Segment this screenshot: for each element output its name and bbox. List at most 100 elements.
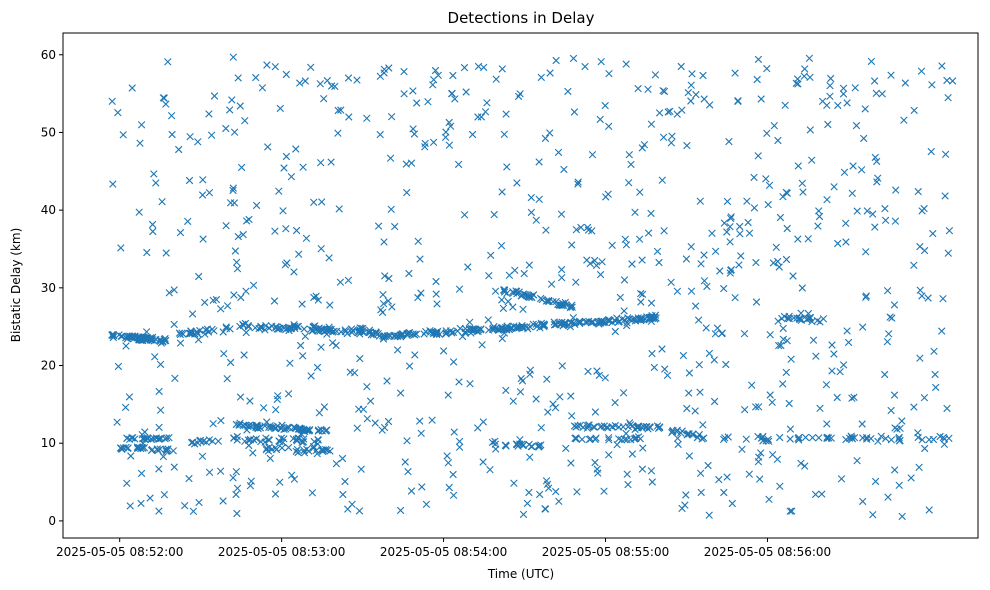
detection-point xyxy=(572,423,580,431)
detection-point xyxy=(435,330,444,338)
detection-point xyxy=(431,66,440,75)
detection-point xyxy=(293,322,301,331)
detection-point xyxy=(449,470,457,479)
detection-point xyxy=(377,306,385,314)
detection-point xyxy=(296,341,305,350)
detection-point xyxy=(318,198,326,206)
detection-point xyxy=(726,238,734,246)
detection-point xyxy=(639,444,647,452)
detection-point xyxy=(754,55,763,64)
detection-point xyxy=(666,107,674,115)
detection-point xyxy=(700,251,708,259)
detection-point xyxy=(217,305,225,313)
y-axis-label: Bistatic Delay (km) xyxy=(9,228,23,343)
detection-point xyxy=(271,490,280,498)
detection-point xyxy=(344,276,353,284)
detection-point xyxy=(634,433,643,441)
detection-point xyxy=(148,333,157,341)
detection-point xyxy=(302,234,311,242)
detection-point xyxy=(625,419,634,427)
detection-point xyxy=(696,469,705,477)
detection-point xyxy=(798,284,806,292)
detection-point xyxy=(779,335,788,343)
detection-point xyxy=(363,383,371,391)
x-tick-label: 2025-05-05 08:53:00 xyxy=(218,545,345,559)
detection-point xyxy=(339,490,347,499)
detection-point xyxy=(237,293,245,302)
detection-point xyxy=(881,216,890,224)
detection-point xyxy=(567,392,575,400)
detection-point xyxy=(765,437,773,445)
detection-point xyxy=(479,458,487,466)
detection-point xyxy=(510,479,518,487)
detection-point xyxy=(785,399,793,408)
detection-point xyxy=(353,424,361,432)
detection-point xyxy=(723,228,731,236)
detection-point xyxy=(597,422,606,430)
detection-point xyxy=(786,507,794,515)
detection-point xyxy=(862,248,870,256)
detection-point xyxy=(782,255,791,264)
detection-point xyxy=(448,329,456,337)
detection-point xyxy=(500,288,509,296)
detection-point xyxy=(587,319,596,327)
detection-point xyxy=(585,421,593,429)
y-tick-label: 50 xyxy=(41,125,56,139)
detection-point xyxy=(775,341,783,350)
detection-point xyxy=(460,63,469,72)
detection-point xyxy=(595,371,603,380)
detection-point xyxy=(236,393,245,401)
detection-point xyxy=(295,250,303,258)
detection-point xyxy=(550,318,558,326)
detection-point xyxy=(155,423,163,432)
detection-point xyxy=(198,452,207,460)
detection-point xyxy=(198,191,207,199)
detection-point xyxy=(887,71,895,79)
detection-point xyxy=(789,272,797,280)
detection-point xyxy=(910,106,918,115)
detection-point xyxy=(628,260,636,268)
detection-point xyxy=(754,403,763,411)
detection-point xyxy=(604,434,613,442)
detection-point xyxy=(194,336,203,344)
detection-point xyxy=(647,209,655,218)
detection-point xyxy=(583,256,591,264)
detection-point xyxy=(401,458,409,466)
detection-point xyxy=(622,60,630,68)
detection-point xyxy=(898,512,906,521)
detection-point xyxy=(827,74,835,83)
detection-point xyxy=(228,96,236,104)
detection-point xyxy=(853,457,861,465)
detection-point xyxy=(881,204,889,213)
detection-point xyxy=(568,412,576,420)
detection-point xyxy=(317,159,325,167)
detection-point xyxy=(117,332,125,340)
detection-point xyxy=(357,465,365,473)
detection-point xyxy=(596,270,605,279)
detection-point xyxy=(126,502,134,510)
detection-point xyxy=(205,189,214,197)
detection-point xyxy=(536,442,544,450)
detection-point xyxy=(834,239,842,248)
detection-point xyxy=(226,325,234,333)
detection-point xyxy=(313,450,321,458)
detection-point xyxy=(631,317,640,325)
detection-point xyxy=(598,258,606,266)
detection-point xyxy=(529,320,537,328)
detection-point xyxy=(683,141,691,150)
detection-point xyxy=(485,326,493,334)
detection-point xyxy=(492,75,500,83)
detection-point xyxy=(775,263,783,271)
detection-point xyxy=(647,299,656,307)
detection-point xyxy=(848,394,856,402)
detection-point xyxy=(558,274,566,282)
detection-point xyxy=(824,120,832,129)
detection-point xyxy=(887,436,896,444)
detection-point xyxy=(745,470,753,478)
detection-point xyxy=(679,351,688,360)
detection-point xyxy=(726,223,734,231)
detection-point xyxy=(823,434,831,443)
detection-point xyxy=(602,193,610,201)
detection-point xyxy=(573,488,581,496)
detection-point xyxy=(891,466,899,474)
